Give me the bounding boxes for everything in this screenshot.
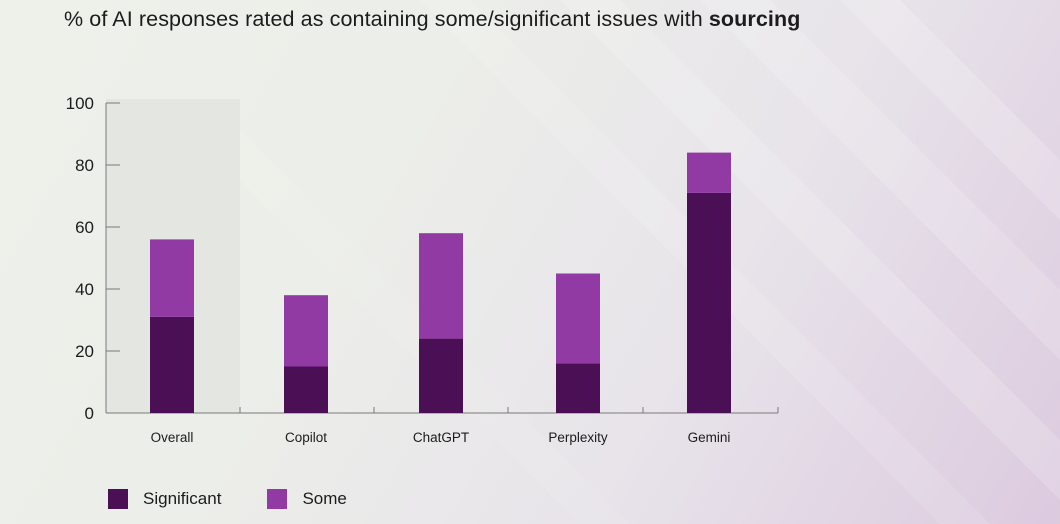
bar-significant-overall[interactable] — [150, 316, 194, 413]
legend-label-some: Some — [302, 489, 347, 508]
y-tick-label-80: 80 — [75, 156, 94, 175]
chart-title: % of AI responses rated as containing so… — [64, 4, 824, 35]
y-tick-label-60: 60 — [75, 218, 94, 237]
legend: Significant Some — [108, 489, 393, 509]
bar-significant-gemini[interactable] — [687, 192, 731, 413]
y-tick-label-0: 0 — [85, 404, 94, 423]
legend-swatch-some — [267, 489, 288, 509]
bar-significant-perplexity[interactable] — [556, 363, 600, 413]
x-tick-label-copilot: Copilot — [285, 430, 327, 445]
legend-label-significant: Significant — [143, 489, 222, 508]
bar-significant-chatgpt[interactable] — [419, 338, 463, 413]
x-tick-label-gemini: Gemini — [688, 430, 731, 445]
y-tick-label-20: 20 — [75, 342, 94, 361]
bars-layer — [150, 152, 731, 414]
legend-swatch-significant — [108, 489, 128, 509]
bar-some-perplexity[interactable] — [556, 273, 600, 364]
y-tick-label-40: 40 — [75, 280, 94, 299]
chart-title-emphasis: sourcing — [708, 7, 801, 31]
x-tick-label-perplexity: Perplexity — [548, 430, 608, 445]
legend-item-some[interactable]: Some — [267, 489, 347, 509]
bar-significant-copilot[interactable] — [284, 366, 328, 414]
x-tick-label-chatgpt: ChatGPT — [413, 430, 469, 445]
labels-layer: 0 20 40 60 80 100 Overall Copilot ChatGPT Perplex… — [66, 94, 731, 445]
y-tick-label-100: 100 — [66, 94, 94, 113]
bar-some-copilot[interactable] — [284, 295, 328, 367]
bar-some-chatgpt[interactable] — [419, 233, 463, 339]
x-tick-label-overall: Overall — [151, 430, 194, 445]
chart-title-prefix: % of AI responses rated as containing so… — [64, 7, 709, 31]
bar-some-gemini[interactable] — [687, 152, 731, 193]
legend-item-significant[interactable]: Significant — [108, 489, 221, 509]
bar-some-overall[interactable] — [150, 239, 194, 317]
